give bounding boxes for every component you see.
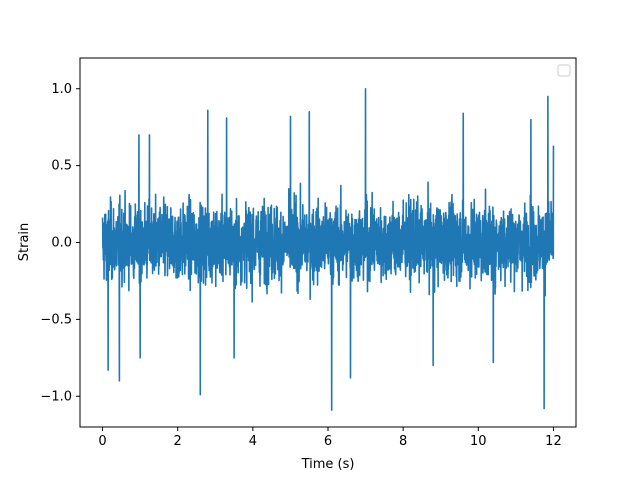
y-tick-label: 0.0 [51,236,72,251]
y-tick-label: −1.0 [40,389,72,404]
x-tick-label: 8 [399,434,407,449]
x-tick-label: 2 [174,434,182,449]
x-axis-label: Time (s) [301,457,355,472]
y-axis-label: Strain [17,223,32,262]
x-axis: 0 2 4 6 8 10 12 [98,427,562,449]
x-tick-label: 4 [249,434,257,449]
y-axis: −1.0 −0.5 0.0 0.5 1.0 [40,82,80,404]
x-tick-label: 10 [470,434,487,449]
strain-series-line [101,87,555,411]
x-tick-label: 6 [324,434,332,449]
y-tick-label: −0.5 [40,312,72,327]
x-tick-label: 12 [545,434,562,449]
x-tick-label: 0 [98,434,106,449]
y-tick-label: 0.5 [51,159,72,174]
legend-box [557,64,571,77]
series-layer [101,87,555,411]
y-tick-label: 1.0 [51,82,72,97]
